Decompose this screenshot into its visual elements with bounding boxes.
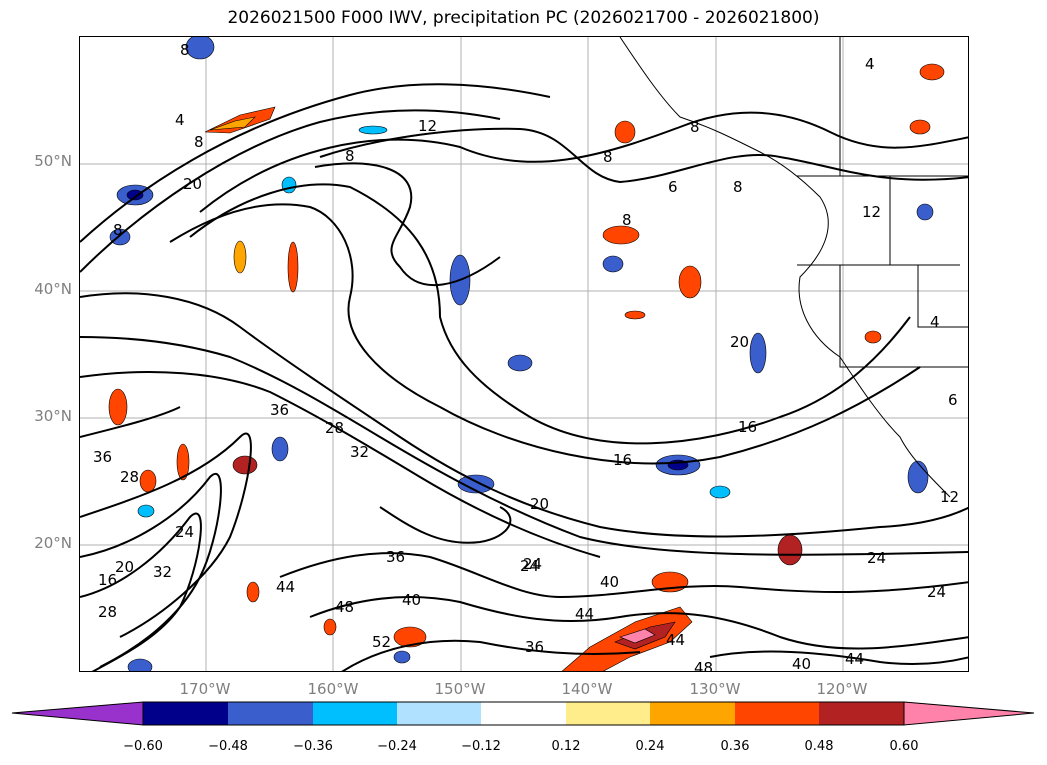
contour-label: 44 [666,631,685,649]
colorbar-tick: −0.36 [293,739,333,754]
colorbar-tick: 0.60 [889,739,919,754]
contour-label: 4 [175,111,185,129]
coastlines [619,37,968,498]
map-panel[interactable]: 8 4 8 20 12 8 8 8 8 12 4 8 6 8 20 36 28 … [79,36,969,672]
iwv-contours [80,83,968,671]
contour-label: 28 [98,603,117,621]
colorbar-tick: −0.24 [377,739,417,754]
colorbar-swatch [313,702,397,725]
contour-label: 12 [862,203,881,221]
colorbar-swatch [735,702,819,725]
contour-label: 36 [525,638,544,656]
contour-label: 48 [335,598,354,616]
contour-label: 24 [520,557,539,575]
colorbar-swatch [566,702,650,725]
contour-label: 16 [738,418,757,436]
contour-label: 48 [694,659,713,672]
contour-labels: 8 4 8 20 12 8 8 8 8 12 4 8 6 8 20 36 28 … [93,41,959,672]
contour-label: 36 [386,548,405,566]
contour-label: 44 [276,578,295,596]
contour-label: 8 [603,148,613,166]
contour-label: 32 [350,443,369,461]
colorbar-swatch [903,701,1035,726]
contour-label: 28 [325,419,344,437]
lat-label-30n: 30°N [34,407,72,425]
contour-label: 20 [530,495,549,513]
colorbar-tick: 0.48 [804,739,834,754]
lon-label-140w: 140°W [561,680,613,698]
colorbar-swatch [228,702,313,725]
colorbar-swatch [397,702,481,725]
contour-label: 20 [183,175,202,193]
colorbar-swatch [481,702,566,725]
contour-label: 6 [948,391,958,409]
lon-label-150w: 150°W [434,680,486,698]
contour-label: 52 [372,633,391,651]
contour-label: 20 [730,333,749,351]
contour-label: 28 [120,468,139,486]
contour-label: 8 [733,178,743,196]
contour-label: 36 [270,401,289,419]
contour-label: 4 [930,313,940,331]
contour-label: 8 [622,211,632,229]
contour-label: 24 [175,523,194,541]
lat-label-20n: 20°N [34,534,72,552]
contour-label: 4 [865,55,875,73]
colorbar-tick: 0.24 [635,739,665,754]
contour-label: 8 [690,118,700,136]
gridlines [80,37,968,671]
colorbar-tick: −0.12 [461,739,501,754]
contour-label: 6 [668,178,678,196]
contour-label: 16 [613,451,632,469]
lon-label-170w: 170°W [179,680,231,698]
contour-label: 24 [523,555,542,573]
contour-label: 12 [418,117,437,135]
colorbar [11,701,1035,726]
colorbar-swatch [650,702,735,725]
contour-label: 32 [153,563,172,581]
map-canvas: 8 4 8 20 12 8 8 8 8 12 4 8 6 8 20 36 28 … [80,37,968,672]
colorbar-tick: −0.48 [208,739,248,754]
contour-label: 40 [600,573,619,591]
colorbar-tick: 0.36 [720,739,750,754]
colorbar-swatch [143,702,228,725]
colorbar-outline [142,701,905,726]
contour-label: 12 [940,488,959,506]
contour-label: 44 [845,650,864,668]
contour-label: 40 [402,591,421,609]
contour-label: 8 [180,41,190,59]
colorbar-swatch [11,701,144,726]
lat-label-50n: 50°N [34,152,72,170]
contour-label: 36 [93,448,112,466]
contour-label: 8 [113,221,123,239]
map-title: 2026021500 F000 IWV, precipitation PC (2… [227,8,820,28]
contour-label: 8 [345,147,355,165]
precip-shading [108,37,945,671]
lon-label-160w: 160°W [307,680,359,698]
contour-label: 8 [194,133,204,151]
contour-label: 20 [115,558,134,576]
colorbar-tick: 0.12 [551,739,581,754]
colorbar-swatch [819,702,904,725]
contour-label: 24 [927,583,946,601]
contour-label: 24 [867,549,886,567]
contour-label: 44 [575,605,594,623]
lon-label-130w: 130°W [689,680,741,698]
lon-label-120w: 120°W [816,680,868,698]
contour-label: 40 [792,655,811,672]
contour-label: 16 [98,571,117,589]
lat-label-40n: 40°N [34,280,72,298]
colorbar-tick: −0.60 [123,739,163,754]
